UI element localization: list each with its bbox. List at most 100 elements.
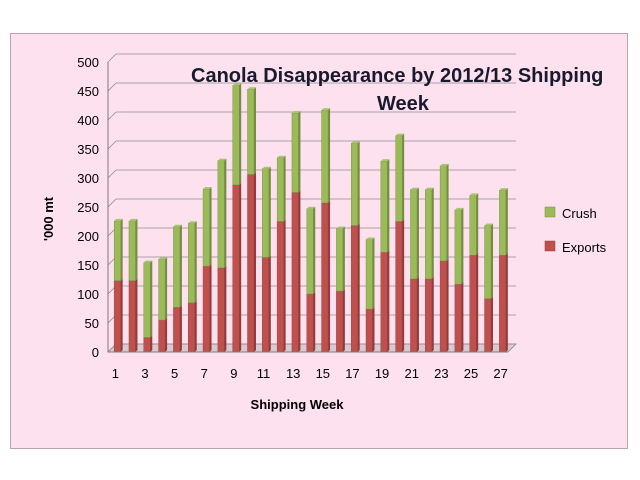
y-tick-label: 200 — [77, 229, 99, 244]
bar-crush-top — [425, 187, 434, 190]
bar-exports — [188, 302, 195, 353]
bar-crush-top — [217, 158, 227, 161]
bar-crush-side — [194, 221, 197, 303]
x-tick-label: 19 — [375, 366, 389, 381]
bar-crush-top — [247, 87, 256, 90]
bar-exports — [321, 202, 329, 353]
y-axis-title: '000 mt — [41, 196, 56, 241]
bar-crush-top — [454, 207, 464, 210]
bar-exports-side — [313, 292, 316, 352]
bar-crush — [499, 189, 507, 256]
y-tick-label: 50 — [85, 316, 99, 331]
bar-crush-side — [372, 237, 375, 310]
bar-crush — [188, 223, 195, 303]
bar-exports-side — [268, 255, 271, 352]
y-tick-label: 400 — [77, 113, 99, 128]
x-tick-label: 13 — [286, 366, 300, 381]
x-tick-label: 11 — [257, 366, 271, 381]
bar-crush-top — [158, 257, 168, 260]
chart-title-line-2: Week — [377, 93, 430, 115]
bar-crush — [276, 157, 284, 222]
y-tick-label: 100 — [77, 287, 99, 302]
bar-crush-side — [446, 163, 449, 261]
bar-crush-top — [306, 206, 316, 209]
bar-crush — [202, 188, 210, 267]
gridline-diagonal — [107, 140, 117, 150]
bar-crush-top — [380, 159, 390, 162]
bar-exports — [365, 308, 373, 353]
legend-label-crush: Crush — [562, 206, 597, 221]
bar-crush-top — [469, 193, 479, 196]
bar-exports-side — [476, 253, 479, 352]
bar-exports-side — [357, 223, 360, 352]
bar-crush — [173, 226, 181, 308]
bar-crush-top — [203, 187, 212, 190]
bar-crush — [469, 195, 477, 256]
y-tick-label: 350 — [77, 142, 99, 157]
bar-exports — [276, 221, 284, 353]
bar-crush — [158, 258, 166, 321]
bar-exports — [484, 298, 492, 353]
bar-crush-top — [321, 108, 331, 111]
bar-crush — [410, 189, 418, 280]
bar-crush — [425, 189, 432, 280]
bar-crush-top — [484, 223, 494, 226]
bar-exports — [410, 278, 418, 353]
bar-crush-side — [150, 260, 153, 338]
bar-crush — [113, 220, 121, 281]
bar-exports — [380, 252, 388, 353]
bar-crush-top — [188, 221, 197, 224]
bar-crush-top — [262, 166, 271, 169]
gridline-diagonal — [107, 111, 117, 121]
bar-exports-side — [253, 172, 256, 352]
y-tick-label: 0 — [92, 345, 99, 360]
x-tick-label: 23 — [434, 366, 448, 381]
bar-crush — [262, 168, 270, 258]
bar-crush-top — [173, 224, 182, 227]
bar-exports-side — [402, 219, 405, 352]
bar-exports-side — [165, 318, 168, 352]
bar-crush-side — [283, 155, 286, 222]
bar-crush-side — [387, 159, 390, 253]
bar-exports-side — [239, 182, 242, 352]
bar-exports — [499, 254, 507, 353]
bar-crush-side — [253, 87, 256, 175]
x-tick-label: 3 — [141, 366, 148, 381]
legend-label-exports: Exports — [562, 240, 607, 255]
bar-exports — [128, 280, 136, 353]
legend-swatch-exports — [544, 240, 556, 252]
bar-crush — [217, 160, 225, 269]
bar-exports-side — [342, 289, 345, 352]
bars — [113, 83, 508, 353]
bar-exports-side — [491, 296, 494, 352]
bar-crush — [395, 135, 403, 222]
bar-exports-side — [431, 276, 434, 352]
bar-crush-top — [128, 218, 138, 221]
bar-crush-side — [268, 166, 271, 258]
bar-crush-side — [491, 223, 494, 299]
bar-crush-top — [291, 111, 301, 114]
bar-crush-side — [505, 188, 508, 256]
gridline-diagonal — [107, 198, 117, 208]
bar-exports — [217, 267, 225, 353]
bar-crush — [365, 239, 373, 310]
gridline-diagonal — [107, 169, 117, 179]
bar-crush-side — [209, 187, 212, 267]
bar-crush-side — [476, 193, 479, 256]
bar-crush-top — [232, 83, 242, 86]
x-tick-label: 1 — [112, 366, 119, 381]
bar-crush — [350, 142, 358, 226]
bar-exports — [202, 265, 210, 353]
x-tick-label: 5 — [171, 366, 178, 381]
bar-crush — [128, 220, 136, 281]
bar-exports-side — [505, 253, 508, 352]
bar-exports — [291, 192, 299, 353]
bar-crush — [291, 112, 299, 193]
chart-title-line-1: Canola Disappearance by 2012/13 Shipping — [191, 65, 603, 87]
bar-exports — [395, 221, 403, 353]
bar-exports-side — [387, 250, 390, 352]
y-tick-label: 500 — [77, 55, 99, 70]
chart-frame: 0 50 100 150 200 250 300 350 400 450 500 1 3 5 7 9 11 13 1… — [10, 33, 628, 449]
